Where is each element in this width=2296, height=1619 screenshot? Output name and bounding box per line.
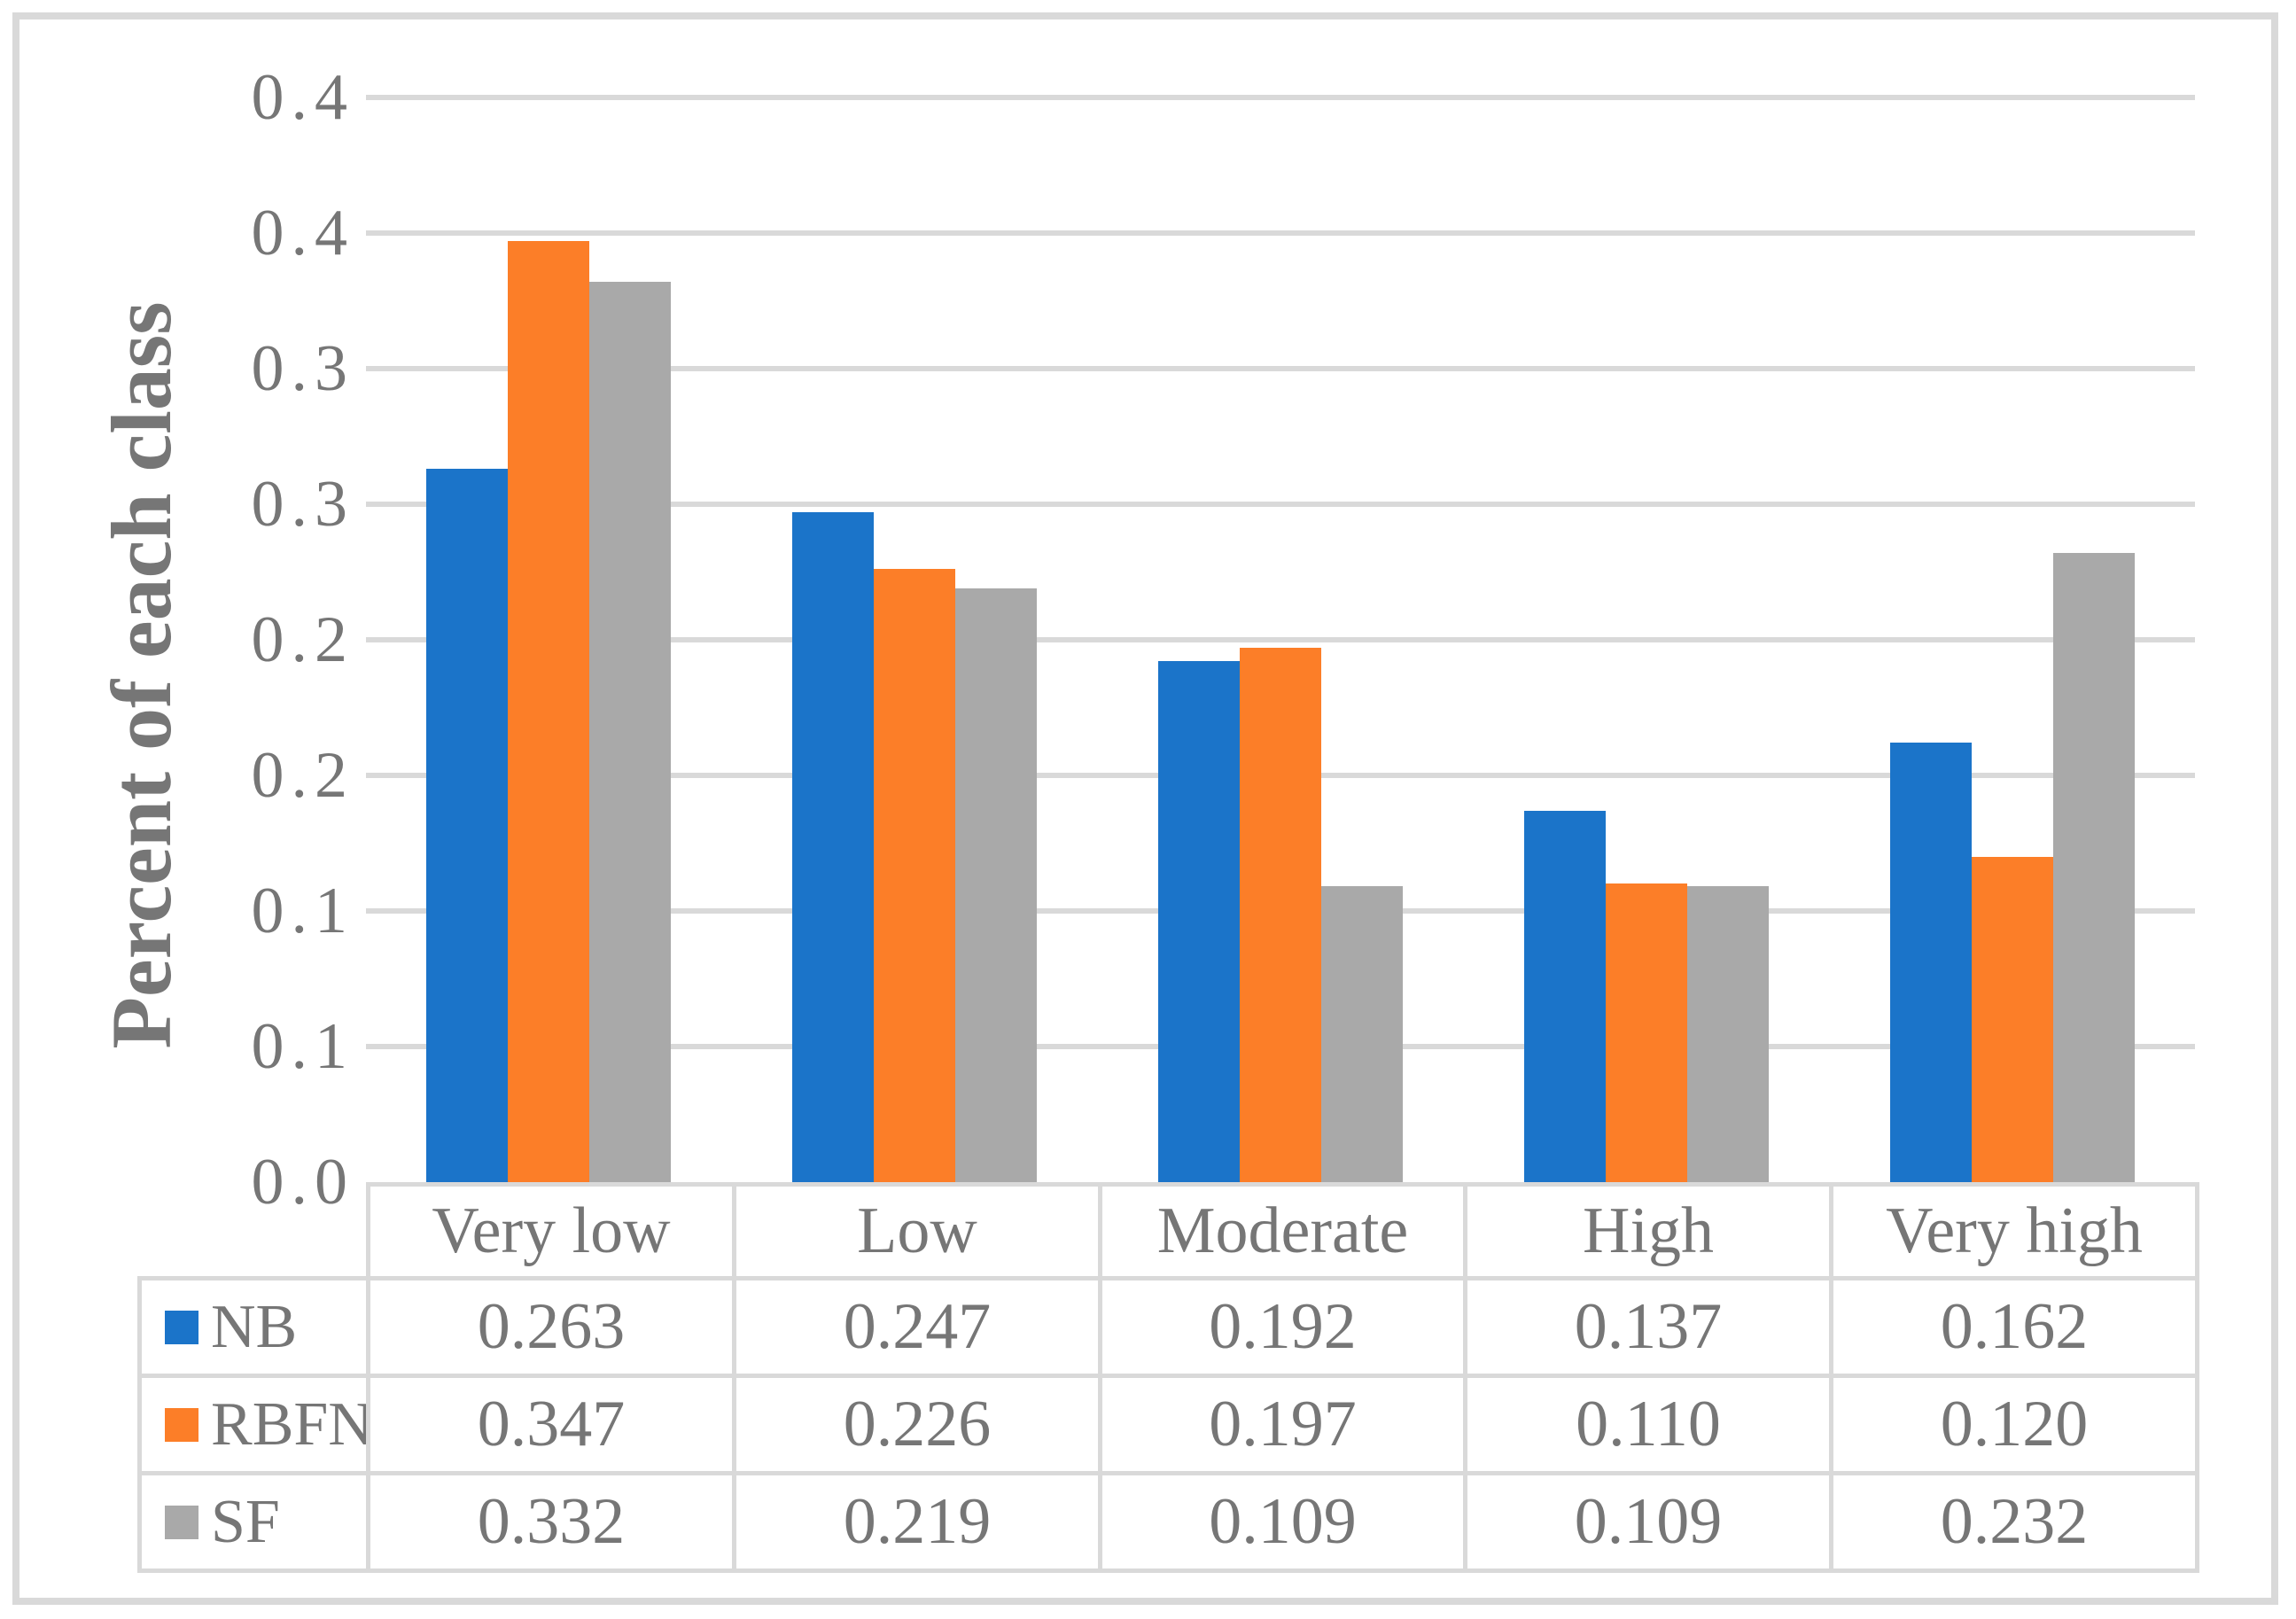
legend-cell-nb: NB	[137, 1276, 366, 1374]
legend-swatch-rbfn-icon	[165, 1407, 198, 1442]
value-cell-sf-very-low: 0.332	[366, 1471, 732, 1573]
value-cell-rbfn-very-high: 0.120	[1829, 1374, 2199, 1471]
gridline	[366, 95, 2195, 100]
value-cell-nb-low: 0.247	[732, 1276, 1098, 1374]
bar-rbfn-high	[1606, 883, 1687, 1182]
legend-cell-sf: SF	[137, 1471, 366, 1573]
value-cell-sf-low: 0.219	[732, 1471, 1098, 1573]
y-tick-label: 0.2	[251, 739, 354, 812]
bar-nb-high	[1524, 811, 1606, 1182]
y-tick-label: 0.4	[251, 61, 354, 134]
figure-border	[12, 12, 2278, 1605]
bar-nb-moderate	[1158, 661, 1240, 1182]
legend-swatch-nb-icon	[165, 1310, 198, 1344]
legend-cell-rbfn: RBFN	[137, 1374, 373, 1471]
bar-rbfn-low	[874, 569, 955, 1182]
bar-sf-high	[1687, 886, 1769, 1182]
value-cell-rbfn-very-low: 0.347	[366, 1374, 732, 1471]
gridline	[366, 637, 2195, 642]
value-cell-rbfn-moderate: 0.197	[1098, 1374, 1463, 1471]
category-header-cell: Very low	[366, 1182, 732, 1276]
category-header-cell: High	[1463, 1182, 1829, 1276]
y-tick-label: 0.3	[251, 468, 354, 541]
gridline	[366, 366, 2195, 371]
bar-sf-low	[955, 588, 1037, 1182]
value-cell-sf-high: 0.109	[1463, 1471, 1829, 1573]
gridline	[366, 502, 2195, 507]
bar-sf-very-high	[2053, 553, 2135, 1182]
value-cell-nb-very-low: 0.263	[366, 1276, 732, 1374]
value-cell-sf-moderate: 0.109	[1098, 1471, 1463, 1573]
legend-series-name: RBFN	[211, 1389, 373, 1459]
value-cell-nb-very-high: 0.162	[1829, 1276, 2199, 1374]
bar-rbfn-very-low	[508, 241, 589, 1182]
y-tick-label: 0.2	[251, 603, 354, 676]
y-tick-label: 0.4	[251, 197, 354, 269]
value-cell-nb-high: 0.137	[1463, 1276, 1829, 1374]
legend-series-name: NB	[211, 1292, 298, 1361]
y-tick-label: 0.0	[251, 1146, 354, 1218]
y-tick-label: 0.1	[251, 875, 354, 947]
category-header-cell: Very high	[1829, 1182, 2199, 1276]
category-header-cell: Low	[732, 1182, 1098, 1276]
category-header-cell: Moderate	[1098, 1182, 1463, 1276]
value-cell-rbfn-high: 0.110	[1463, 1374, 1829, 1471]
value-cell-sf-very-high: 0.232	[1829, 1471, 2199, 1573]
gridline	[366, 230, 2195, 236]
legend-series-name: SF	[211, 1487, 280, 1556]
bar-rbfn-moderate	[1240, 648, 1321, 1182]
bar-nb-very-high	[1890, 743, 1972, 1182]
legend-swatch-sf-icon	[165, 1505, 198, 1539]
bar-rbfn-very-high	[1972, 857, 2053, 1182]
bar-nb-low	[792, 512, 874, 1182]
y-tick-label: 0.3	[251, 332, 354, 405]
value-cell-rbfn-low: 0.226	[732, 1374, 1098, 1471]
value-cell-nb-moderate: 0.192	[1098, 1276, 1463, 1374]
bar-sf-very-low	[589, 282, 671, 1182]
bar-sf-moderate	[1321, 886, 1403, 1182]
y-tick-label: 0.1	[251, 1010, 354, 1083]
bar-nb-very-low	[426, 469, 508, 1182]
